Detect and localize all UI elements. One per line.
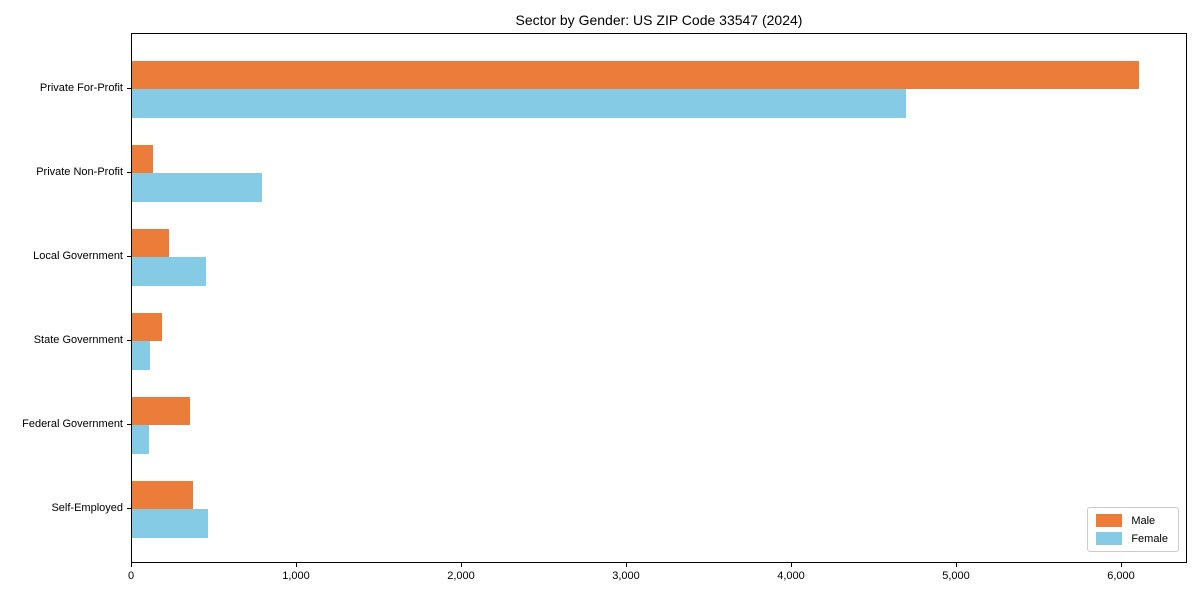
ytick-label-state-government: State Government <box>33 334 123 346</box>
bar-male-private-non-profit <box>132 144 154 173</box>
ytick-mark-private-non-profit <box>127 172 131 173</box>
bar-male-self-employed <box>132 480 194 509</box>
legend-swatch-female-icon <box>1096 532 1123 545</box>
xtick-mark-6000 <box>1121 563 1122 567</box>
ytick-label-private-for-profit: Private For-Profit <box>39 82 123 94</box>
xtick-mark-2000 <box>461 563 462 567</box>
legend-item-female: Female <box>1096 532 1168 545</box>
xtick-mark-3000 <box>626 563 627 567</box>
ytick-label-self-employed: Self-Employed <box>51 502 123 514</box>
xtick-label-1000: 1,000 <box>282 570 310 582</box>
ytick-mark-self-employed <box>127 508 131 509</box>
ytick-label-federal-government: Federal Government <box>22 418 123 430</box>
xtick-mark-4000 <box>791 563 792 567</box>
xtick-mark-5000 <box>956 563 957 567</box>
xtick-label-4000: 4,000 <box>777 570 805 582</box>
xtick-label-0: 0 <box>127 570 135 582</box>
bar-male-local-government <box>132 228 170 257</box>
plot-area: Male Female <box>131 33 1187 563</box>
xtick-label-6000: 6,000 <box>1107 570 1135 582</box>
xtick-label-3000: 3,000 <box>612 570 640 582</box>
legend-item-male: Male <box>1096 514 1168 527</box>
xtick-mark-0 <box>131 563 132 567</box>
bar-male-federal-government <box>132 396 190 425</box>
ytick-mark-local-government <box>127 256 131 257</box>
xtick-mark-1000 <box>296 563 297 567</box>
bar-male-private-for-profit <box>132 60 1139 89</box>
ytick-mark-private-for-profit <box>127 88 131 89</box>
bar-female-self-employed <box>132 509 208 538</box>
chart-title: Sector by Gender: US ZIP Code 33547 (202… <box>515 12 803 28</box>
ytick-label-private-non-profit: Private Non-Profit <box>36 166 123 178</box>
legend-label-female: Female <box>1131 532 1168 545</box>
bar-female-state-government <box>132 341 151 370</box>
legend-label-male: Male <box>1131 514 1156 527</box>
xtick-label-5000: 5,000 <box>942 570 970 582</box>
xtick-label-2000: 2,000 <box>447 570 475 582</box>
bar-female-private-for-profit <box>132 89 906 118</box>
ytick-label-local-government: Local Government <box>33 250 123 262</box>
bar-female-local-government <box>132 257 207 286</box>
legend-swatch-male-icon <box>1096 514 1123 527</box>
ytick-mark-federal-government <box>127 424 131 425</box>
ytick-mark-state-government <box>127 340 131 341</box>
bar-female-private-non-profit <box>132 173 263 202</box>
bar-male-state-government <box>132 312 162 341</box>
legend: Male Female <box>1087 507 1179 552</box>
bar-female-federal-government <box>132 425 150 454</box>
